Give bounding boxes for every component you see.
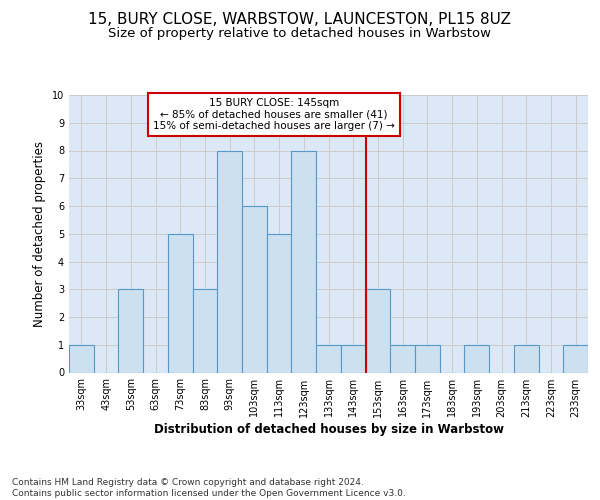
Bar (415, 345, 440, 372)
Bar (390, 345, 415, 372)
Text: 15 BURY CLOSE: 145sqm
← 85% of detached houses are smaller (41)
15% of semi-deta: 15 BURY CLOSE: 145sqm ← 85% of detached … (153, 98, 395, 131)
Text: Contains HM Land Registry data © Crown copyright and database right 2024.
Contai: Contains HM Land Registry data © Crown c… (12, 478, 406, 498)
Bar (217, 150, 242, 372)
Bar (118, 289, 143, 372)
Y-axis label: Number of detached properties: Number of detached properties (34, 141, 46, 327)
Text: Size of property relative to detached houses in Warbstow: Size of property relative to detached ho… (109, 28, 491, 40)
Bar (464, 345, 489, 372)
Bar (341, 345, 365, 372)
Bar (514, 345, 539, 372)
Bar (365, 289, 390, 372)
Bar (193, 289, 217, 372)
Bar (242, 206, 267, 372)
Bar (292, 150, 316, 372)
Text: Distribution of detached houses by size in Warbstow: Distribution of detached houses by size … (154, 422, 504, 436)
Bar (316, 345, 341, 372)
Bar (168, 234, 193, 372)
Text: 15, BURY CLOSE, WARBSTOW, LAUNCESTON, PL15 8UZ: 15, BURY CLOSE, WARBSTOW, LAUNCESTON, PL… (89, 12, 511, 28)
Bar (267, 234, 292, 372)
Bar (69, 345, 94, 372)
Bar (563, 345, 588, 372)
